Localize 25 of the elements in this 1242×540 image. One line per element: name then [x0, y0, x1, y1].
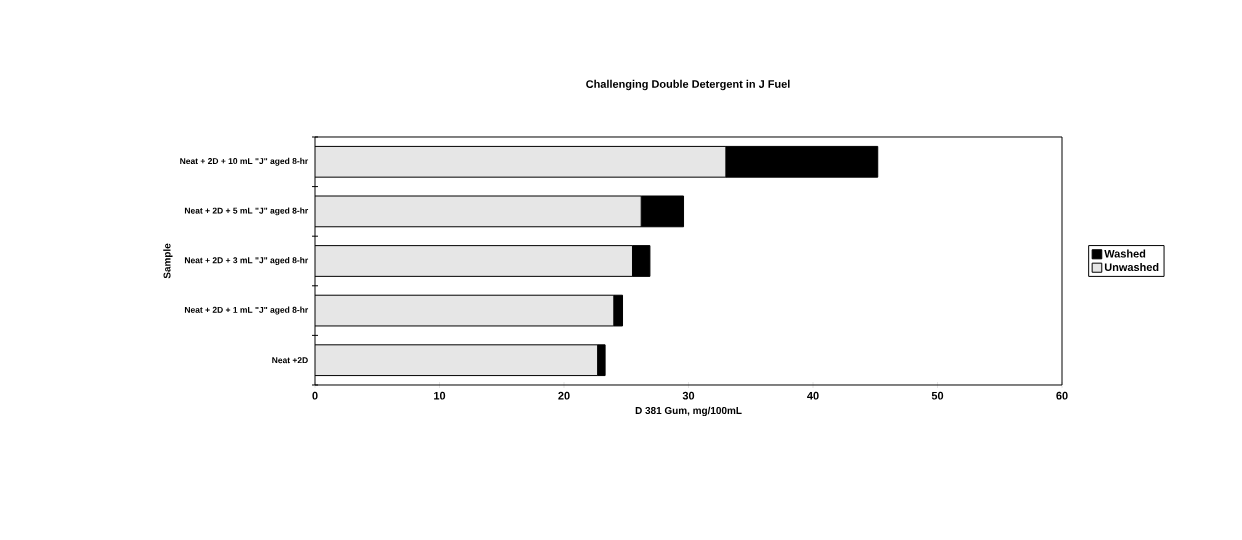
bar	[315, 344, 599, 377]
x-tick-label: 0	[312, 391, 318, 400]
y-tick-label: Neat + 2D + 1 mL "J" aged 8-hr	[184, 306, 309, 315]
bar	[613, 294, 624, 327]
chart-title: Challenging Double Detergent in J Fuel	[586, 79, 790, 91]
bar	[315, 145, 727, 178]
y-tick-label: Neat + 2D + 5 mL "J" aged 8-hr	[184, 207, 309, 216]
bar	[631, 245, 651, 277]
x-tick-label: 30	[682, 391, 695, 400]
bar	[315, 294, 615, 327]
x-tick-label: 10	[434, 391, 446, 400]
y-tick-label: Neat + 2D + 10 mL "J" aged 8-hr	[180, 157, 309, 166]
legend-label: Unwashed	[1104, 262, 1159, 272]
x-tick-label: 40	[807, 391, 819, 400]
bar	[640, 195, 685, 228]
y-tick-label: Neat + 2D + 3 mL "J" aged 8-hr	[184, 257, 309, 265]
x-tick-label: 60	[1056, 391, 1068, 400]
legend-label: Washed	[1104, 249, 1146, 258]
x-tick-label: 50	[931, 391, 944, 400]
bar	[315, 245, 633, 277]
x-tick-label: 20	[558, 391, 570, 400]
y-tick-label: Neat +2D	[272, 357, 308, 364]
x-axis-title: D 381 Gum, mg/100mL	[635, 406, 742, 417]
bar	[315, 195, 642, 228]
y-axis-title: Sample	[163, 243, 173, 279]
